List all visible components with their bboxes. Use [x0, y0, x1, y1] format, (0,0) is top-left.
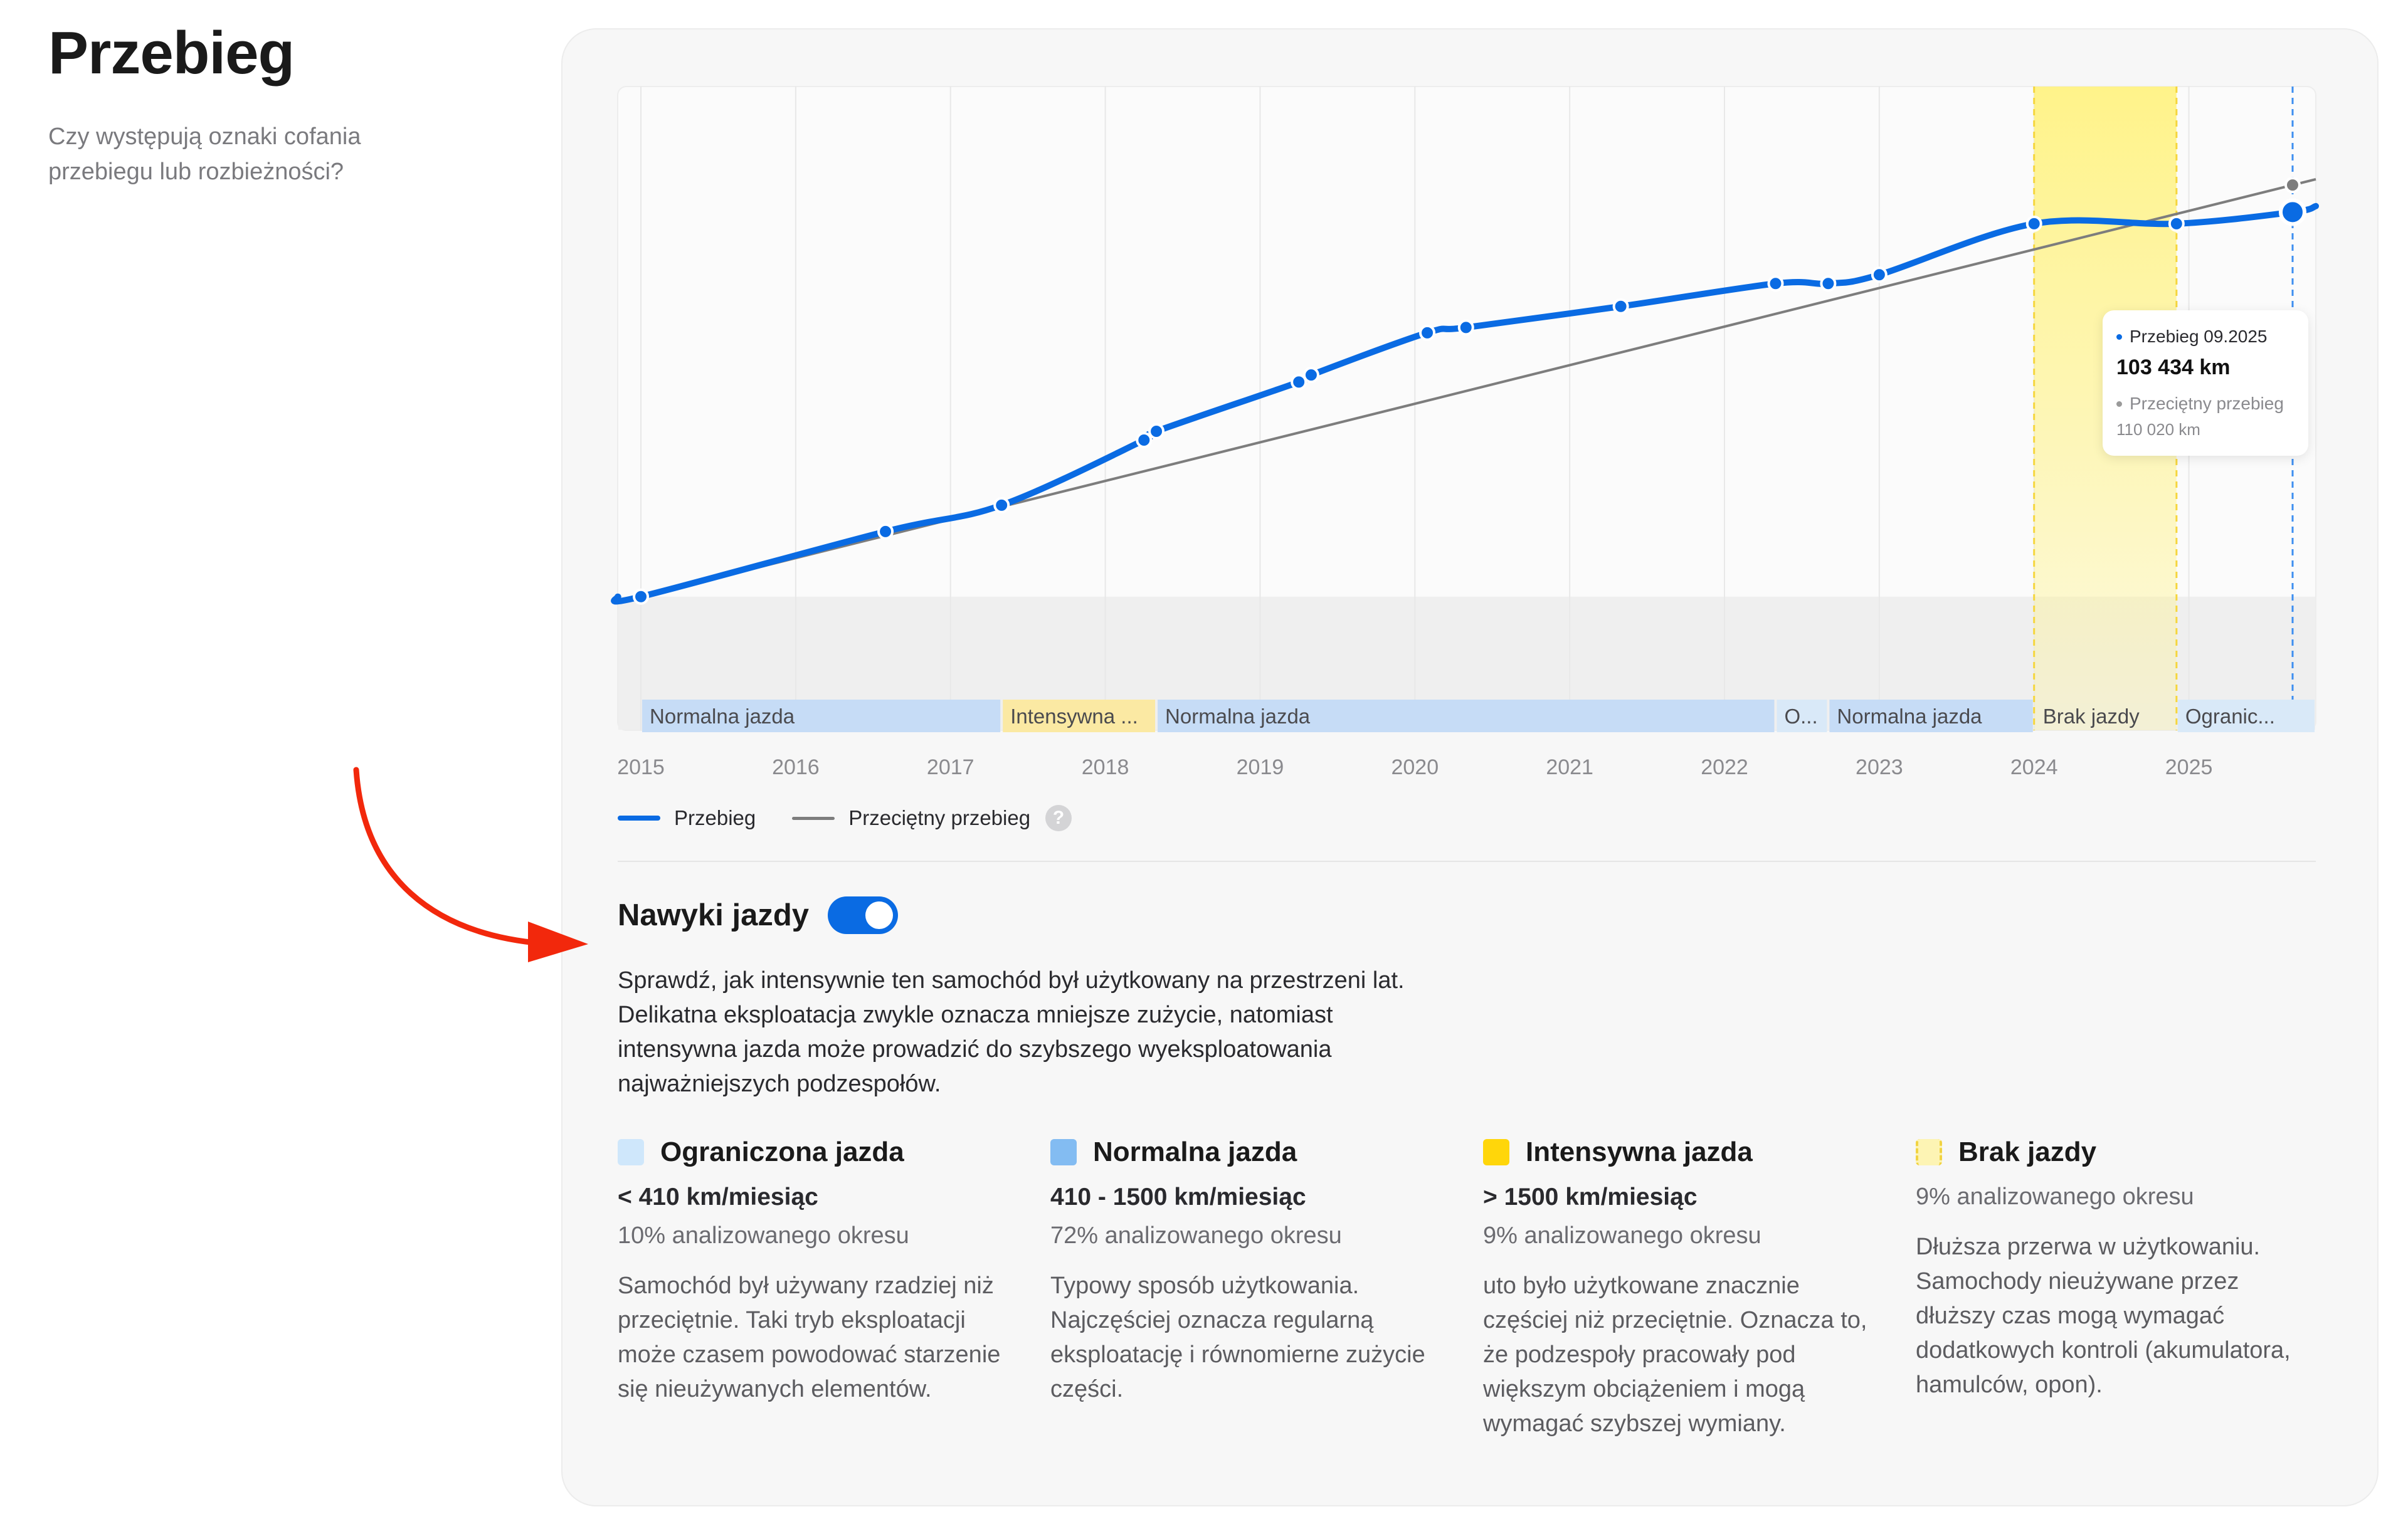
- category-normal: Normalna jazda 410 - 1500 km/miesiąc 72%…: [1050, 1133, 1483, 1441]
- segment-label-4: Normalna jazda: [1837, 705, 1982, 728]
- driving-habits-title: Nawyki jazdy: [618, 898, 810, 932]
- segment-label-5: Brak jazdy: [2043, 705, 2140, 728]
- category-limited-title: Ograniczona jazda: [660, 1137, 904, 1167]
- x-tick-2025: 2025: [2165, 755, 2213, 779]
- category-normal-share: 72% analizowanego okresu: [1050, 1222, 1342, 1249]
- section-divider: [618, 861, 2316, 862]
- tooltip-average-dot: [2116, 401, 2122, 407]
- category-normal-description: Typowy sposób użytkowania. Najczęściej o…: [1050, 1273, 1425, 1402]
- segment-label-0: Normalna jazda: [650, 705, 795, 728]
- x-tick-2017: 2017: [927, 755, 974, 779]
- x-tick-2021: 2021: [1546, 755, 1593, 779]
- x-tick-2024: 2024: [2010, 755, 2058, 779]
- mileage-point-10: [1767, 275, 1784, 292]
- x-tick-2015: 2015: [617, 755, 665, 779]
- category-intense-title: Intensywna jazda: [1526, 1137, 1753, 1167]
- legend-item-mileage[interactable]: Przebieg: [618, 806, 756, 830]
- mileage-tooltip: Przebieg 09.2025 103 434 km Przeciętny p…: [2103, 310, 2308, 456]
- pointer-arrow-icon: [353, 767, 588, 962]
- mileage-chart: Normalna jazda Intensywna ... Normalna jaz…: [611, 86, 2319, 779]
- category-none-description: Dłuższa przerwa w użytkowaniu. Samochody…: [1916, 1234, 2291, 1398]
- mileage-point-12: [1871, 266, 1888, 283]
- legend-mileage-swatch: [618, 816, 660, 821]
- category-intense-share: 9% analizowanego okresu: [1483, 1222, 1761, 1249]
- x-tick-2016: 2016: [772, 755, 820, 779]
- mileage-point-2: [993, 496, 1010, 513]
- mileage-point-7: [1419, 324, 1436, 341]
- tooltip-mileage-value: 103 434 km: [2116, 355, 2231, 379]
- x-tick-2023: 2023: [1856, 755, 1903, 779]
- mileage-point-4: [1148, 423, 1165, 439]
- category-limited-description: Samochód był używany rzadziej niż przeci…: [618, 1273, 1001, 1402]
- category-normal-title: Normalna jazda: [1093, 1137, 1297, 1167]
- category-intense-swatch: [1483, 1139, 1509, 1165]
- category-intense-description: uto było użytkowane znacznie częściej ni…: [1483, 1273, 1867, 1437]
- mileage-point-15: [2278, 198, 2306, 226]
- category-limited-range: < 410 km/miesiąc: [618, 1184, 818, 1211]
- mileage-point-0: [633, 588, 650, 605]
- mileage-point-6: [1302, 367, 1319, 384]
- category-normal-range: 410 - 1500 km/miesiąc: [1050, 1184, 1306, 1211]
- x-tick-2018: 2018: [1082, 755, 1129, 779]
- category-intense: Intensywna jazda > 1500 km/miesiąc 9% an…: [1483, 1133, 1916, 1441]
- driving-categories: Ograniczona jazda < 410 km/miesiąc 10% a…: [618, 1133, 2348, 1441]
- mileage-point-1: [877, 523, 894, 540]
- category-limited-swatch: [618, 1139, 644, 1165]
- segment-normal-0: [642, 700, 1001, 732]
- segment-limited-6: [2177, 700, 2315, 732]
- tooltip-average-value: 110 020 km: [2116, 420, 2200, 439]
- category-none-share: 9% analizowanego okresu: [1916, 1184, 2194, 1210]
- segment-label-3: O...: [1784, 705, 1817, 728]
- segment-normal-4: [1829, 700, 2033, 732]
- segment-intense-1: [1003, 700, 1156, 732]
- segment-label-1: Intensywna ...: [1010, 705, 1138, 728]
- tooltip-mileage-label: Przebieg 09.2025: [2130, 327, 2268, 346]
- category-limited: Ograniczona jazda < 410 km/miesiąc 10% a…: [618, 1133, 1050, 1441]
- category-intense-range: > 1500 km/miesiąc: [1483, 1184, 1698, 1211]
- tooltip-average-label: Przeciętny przebieg: [2130, 394, 2284, 413]
- segment-label-6: Ogranic...: [2185, 705, 2275, 728]
- driving-habits-description: Sprawdź, jak intensywnie ten samochód by…: [618, 967, 1405, 1097]
- x-tick-2020: 2020: [1391, 755, 1439, 779]
- toggle-knob: [865, 901, 894, 929]
- x-tick-2022: 2022: [1701, 755, 1748, 779]
- category-normal-swatch: [1050, 1139, 1077, 1165]
- legend-item-average[interactable]: Przeciętny przebieg ?: [792, 805, 1072, 831]
- mileage-point-14: [2168, 215, 2185, 232]
- category-none-title: Brak jazdy: [1958, 1137, 2097, 1167]
- legend-average-swatch: [792, 816, 835, 820]
- mileage-point-13: [2025, 215, 2042, 232]
- segment-label-2: Normalna jazda: [1165, 705, 1311, 728]
- chart-legend: Przebieg Przeciętny przebieg ?: [618, 804, 1108, 833]
- category-none: Brak jazdy 9% analizowanego okresu Dłużs…: [1916, 1133, 2348, 1441]
- average-mileage-line: [617, 177, 2316, 604]
- mileage-point-8: [1457, 319, 1474, 336]
- driving-habits-header: Nawyki jazdy: [618, 890, 899, 940]
- average-point-current: [2284, 177, 2301, 194]
- category-limited-share: 10% analizowanego okresu: [618, 1222, 909, 1249]
- legend-mileage-label: Przebieg: [674, 806, 756, 829]
- category-none-swatch: [1916, 1139, 1942, 1165]
- segment-limited-3: [1777, 700, 1827, 732]
- segment-normal-2: [1158, 700, 1775, 732]
- legend-average-label: Przeciętny przebieg: [848, 806, 1031, 829]
- tooltip-mileage-dot: [2116, 334, 2122, 340]
- mileage-point-9: [1612, 298, 1629, 315]
- page-subtitle: Czy występują oznaki cofania przebiegu l…: [48, 123, 361, 185]
- driving-habits-toggle[interactable]: [828, 896, 899, 934]
- mileage-point-11: [1820, 275, 1837, 292]
- x-tick-2019: 2019: [1237, 755, 1284, 779]
- help-icon[interactable]: ?: [1045, 805, 1072, 831]
- mileage-point-5: [1291, 374, 1307, 391]
- page-title: Przebieg: [48, 19, 295, 87]
- mileage-point-3: [1136, 432, 1153, 449]
